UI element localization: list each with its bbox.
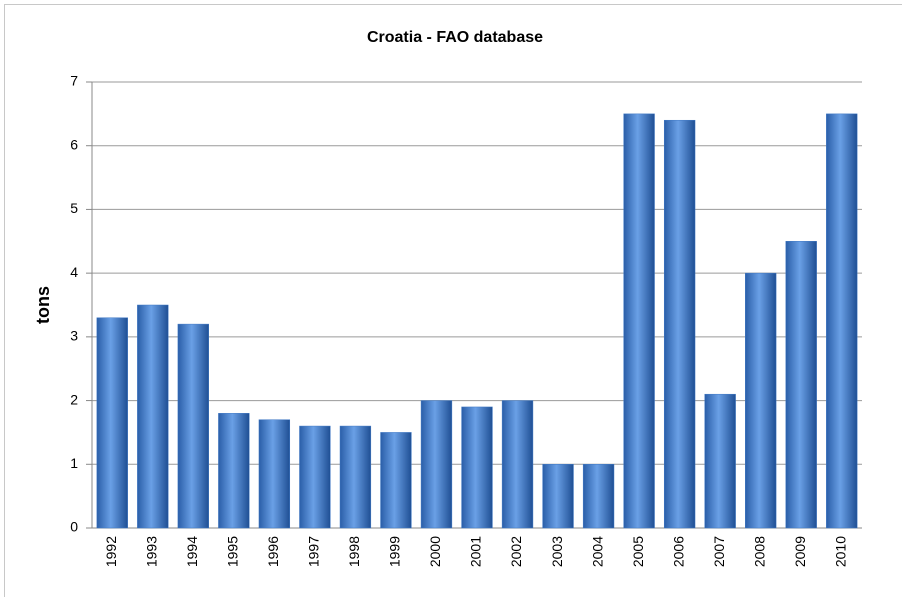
bar (177, 323, 209, 529)
bar (704, 393, 736, 529)
x-tick-label: 2002 (508, 536, 524, 567)
bar (380, 432, 412, 529)
x-tick-label: 2008 (751, 536, 767, 567)
bar (542, 464, 574, 529)
y-tick-label: 4 (70, 264, 78, 280)
bar (826, 113, 858, 529)
x-tick-label: 2004 (589, 536, 605, 567)
y-tick-label: 1 (70, 455, 78, 471)
x-tick-label: 2009 (792, 536, 808, 567)
x-tick-label: 2003 (549, 536, 565, 567)
x-tick-label: 1997 (306, 536, 322, 567)
x-tick-label: 2001 (468, 536, 484, 567)
y-tick-label: 0 (70, 519, 78, 535)
bar (420, 400, 453, 529)
x-tick-label: 1992 (103, 536, 119, 567)
bar (663, 119, 696, 529)
x-tick-label: 2010 (832, 536, 848, 567)
bar (299, 425, 331, 529)
bar (745, 272, 777, 529)
x-tick-label: 1995 (225, 536, 241, 567)
bar (137, 304, 169, 529)
bar (96, 317, 128, 529)
x-tick-label: 1994 (184, 536, 200, 567)
bar (501, 400, 534, 529)
chart-border (4, 4, 902, 597)
y-tick-label: 3 (70, 328, 78, 344)
chart-title: Croatia - FAO database (367, 29, 543, 46)
y-tick-label: 2 (70, 391, 78, 407)
bar (258, 419, 291, 529)
y-tick-label: 6 (70, 136, 78, 152)
bar (623, 113, 655, 529)
bar (582, 464, 615, 529)
y-tick-label: 5 (70, 200, 78, 216)
x-tick-label: 2005 (630, 536, 646, 567)
x-tick-label: 2000 (427, 536, 443, 567)
y-axis-label: tons (33, 286, 53, 324)
x-tick-label: 2006 (670, 536, 686, 567)
bar (461, 406, 493, 529)
y-tick-label: 7 (70, 73, 78, 89)
bar (785, 241, 817, 529)
x-tick-label: 1993 (143, 536, 159, 567)
bar (339, 425, 372, 529)
x-tick-label: 2007 (711, 536, 727, 567)
bar (218, 413, 250, 529)
x-tick-label: 1999 (387, 536, 403, 567)
x-tick-label: 1996 (265, 536, 281, 567)
x-tick-label: 1998 (346, 536, 362, 567)
